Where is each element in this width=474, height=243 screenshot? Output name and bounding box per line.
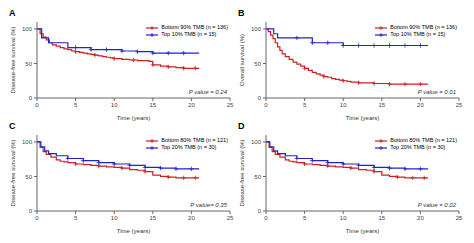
svg-text:0: 0 — [258, 95, 262, 101]
svg-text:Disease-free survival (%): Disease-free survival (%) — [10, 139, 16, 206]
html-text:Top 20% TMB (n = 30): Top 20% TMB (n = 30) — [390, 144, 446, 150]
svg-text:0: 0 — [258, 208, 262, 214]
svg-text:25: 25 — [227, 215, 234, 221]
svg-text:50: 50 — [254, 174, 261, 180]
svg-text:5: 5 — [303, 102, 307, 108]
html-text:B: B — [238, 8, 245, 18]
html-text:P value = 0.01: P value = 0.01 — [417, 89, 456, 95]
svg-text:0: 0 — [29, 95, 33, 101]
html-text:Top 10% TMB (n = 15): Top 10% TMB (n = 15) — [390, 31, 446, 37]
svg-text:50: 50 — [25, 174, 32, 180]
html-text:P value = 0.02: P value = 0.02 — [417, 202, 456, 208]
svg-text:0: 0 — [35, 102, 39, 108]
svg-text:100: 100 — [251, 139, 262, 145]
html-text:P value = 0.24: P value = 0.24 — [188, 89, 227, 95]
svg-text:15: 15 — [149, 215, 156, 221]
html-text:Bottom 90% TMB (n = 136): Bottom 90% TMB (n = 136) — [390, 24, 457, 30]
svg-text:5: 5 — [303, 215, 307, 221]
svg-text:10: 10 — [340, 215, 347, 221]
svg-text:10: 10 — [111, 215, 118, 221]
svg-text:20: 20 — [188, 102, 195, 108]
svg-text:Disease-free survival (%): Disease-free survival (%) — [10, 26, 16, 93]
html-text:Top 20% TMB (n = 30): Top 20% TMB (n = 30) — [161, 144, 217, 150]
html-text:Top 10% TMB (n = 15): Top 10% TMB (n = 15) — [161, 31, 217, 37]
svg-text:5: 5 — [74, 215, 78, 221]
svg-text:10: 10 — [340, 102, 347, 108]
svg-text:Time (years): Time (years) — [346, 115, 379, 121]
svg-text:Time (years): Time (years) — [117, 228, 150, 234]
svg-text:Disease-free survival (%): Disease-free survival (%) — [239, 139, 245, 206]
svg-text:15: 15 — [149, 102, 156, 108]
svg-text:50: 50 — [254, 61, 261, 67]
svg-text:Time (years): Time (years) — [346, 228, 379, 234]
svg-text:100: 100 — [22, 139, 33, 145]
svg-text:0: 0 — [35, 215, 39, 221]
svg-text:20: 20 — [188, 215, 195, 221]
svg-text:20: 20 — [417, 102, 424, 108]
html-text:P value= 0.35: P value= 0.35 — [190, 202, 227, 208]
html-text:Bottom 80% TMB (n = 121): Bottom 80% TMB (n = 121) — [161, 137, 228, 143]
svg-text:15: 15 — [378, 102, 385, 108]
svg-text:50: 50 — [25, 61, 32, 67]
svg-text:0: 0 — [29, 208, 33, 214]
html-text:A: A — [9, 8, 16, 18]
html-text:D: D — [238, 121, 245, 131]
svg-text:25: 25 — [456, 102, 463, 108]
svg-text:5: 5 — [74, 102, 78, 108]
svg-text:15: 15 — [378, 215, 385, 221]
svg-text:Time (years): Time (years) — [117, 115, 150, 121]
html-text:Bottom 80% TMB (n = 121): Bottom 80% TMB (n = 121) — [390, 137, 457, 143]
svg-text:25: 25 — [227, 102, 234, 108]
svg-text:0: 0 — [264, 215, 268, 221]
svg-text:0: 0 — [264, 102, 268, 108]
html-text:C: C — [9, 121, 16, 131]
svg-text:10: 10 — [111, 102, 118, 108]
svg-text:100: 100 — [251, 26, 262, 32]
svg-text:20: 20 — [417, 215, 424, 221]
svg-text:100: 100 — [22, 26, 33, 32]
html-text:Bottom 90% TMB (n = 136): Bottom 90% TMB (n = 136) — [161, 24, 228, 30]
svg-text:25: 25 — [456, 215, 463, 221]
svg-text:Overall survival (%): Overall survival (%) — [239, 34, 245, 86]
